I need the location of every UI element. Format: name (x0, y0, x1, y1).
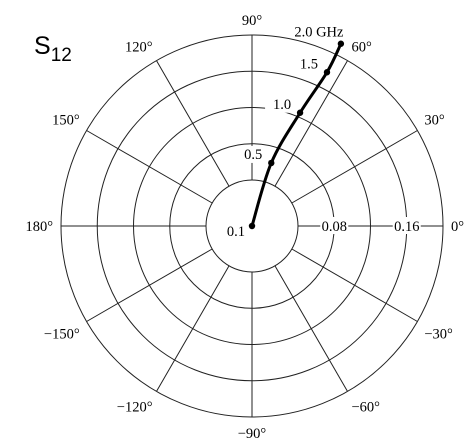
data-point (323, 69, 331, 76)
angle-tick-label: 60° (352, 40, 373, 56)
angle-tick-label: 150° (52, 113, 80, 129)
angle-tick-label: −120° (117, 399, 153, 415)
frequency-label: 1.5 (300, 56, 318, 72)
freq-label-background (222, 223, 245, 240)
grid-spoke (156, 60, 230, 187)
angle-tick-label: −90° (238, 426, 267, 442)
angle-tick-label: −150° (44, 327, 80, 343)
angle-tick-label: 120° (125, 40, 153, 56)
chart-title: S12 (34, 32, 72, 66)
radial-tick-label: 0.16 (394, 219, 419, 235)
angle-tick-label: 90° (242, 13, 263, 29)
grid-spoke (291, 248, 418, 322)
tick-label-background (320, 217, 349, 234)
data-point (337, 40, 345, 47)
data-point (296, 109, 304, 116)
grid-spoke (274, 60, 348, 187)
series-layer (248, 40, 345, 230)
angle-tick-label: −30° (424, 327, 453, 343)
data-point (248, 222, 256, 230)
grid-spoke (86, 248, 213, 322)
radial-tick-label: 0.08 (322, 219, 347, 235)
grid-spoke (291, 130, 418, 204)
angle-tick-label: −60° (352, 399, 381, 415)
grid-spoke (274, 265, 348, 392)
frequency-label: 0.1 (227, 224, 245, 240)
angle-tick-label: 30° (424, 113, 445, 129)
frequency-labels: 0.1 0.5 1.0 1.5 2.0 GHz (222, 25, 344, 240)
freq-label-background (236, 145, 263, 163)
angle-tick-label: 180° (25, 219, 53, 235)
freq-label-background (265, 95, 292, 113)
frequency-label: 1.0 (273, 97, 291, 113)
freq-label-background (291, 55, 318, 73)
tick-label-background (392, 217, 421, 234)
angle-labels: 90° 60° 30° 0° −30° −60° −90° −120° −150° 180° 150… (25, 13, 464, 442)
grid-spoke (156, 265, 230, 392)
data-point (268, 159, 275, 167)
frequency-label: 2.0 GHz (294, 25, 344, 41)
angle-tick-label: 0° (451, 219, 464, 235)
frequency-label: 0.5 (244, 147, 262, 163)
magnitude-labels: 0.08 0.16 (320, 217, 421, 235)
grid-spoke (86, 130, 213, 204)
